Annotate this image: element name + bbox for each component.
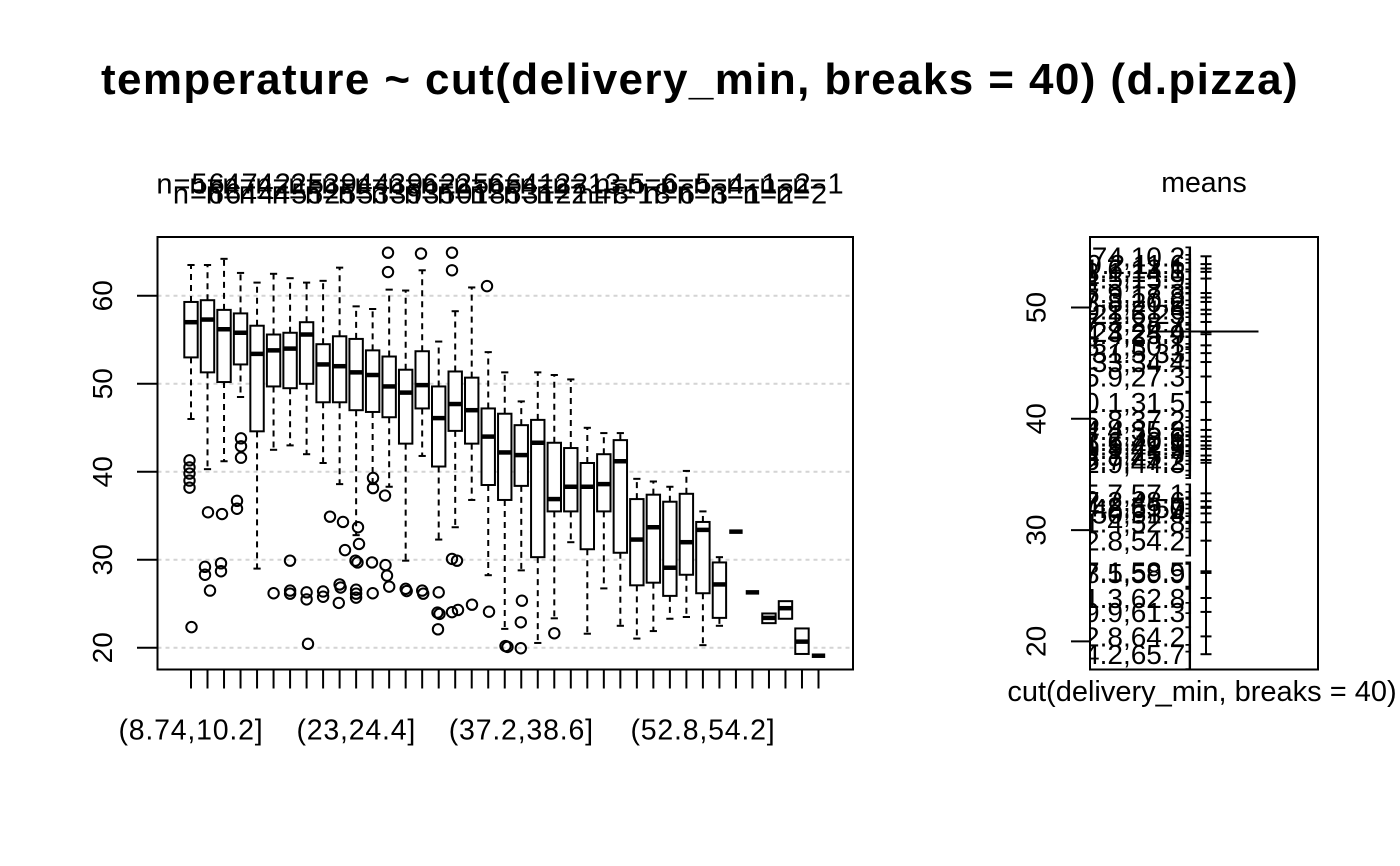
- svg-text:n=2: n=2: [743, 179, 795, 211]
- svg-text:n=42: n=42: [222, 169, 291, 201]
- svg-text:(64.2,65.7]: (64.2,65.7]: [1059, 639, 1193, 670]
- svg-text:(51.4,52.8]: (51.4,52.8]: [1059, 507, 1193, 538]
- svg-text:n=41: n=41: [487, 169, 556, 201]
- svg-text:(52.8,54.2]: (52.8,54.2]: [1059, 526, 1193, 557]
- svg-text:(62.8,64.2]: (62.8,64.2]: [1059, 621, 1193, 652]
- svg-text:n=39: n=39: [355, 169, 424, 201]
- svg-text:n=44: n=44: [206, 179, 275, 211]
- svg-text:n=4: n=4: [693, 169, 745, 201]
- svg-text:(55.7,57.1]: (55.7,57.1]: [1059, 478, 1193, 509]
- svg-text:(45.7,47.2]: (45.7,47.2]: [1059, 445, 1193, 476]
- svg-text:n=45: n=45: [239, 179, 308, 211]
- svg-text:n=93: n=93: [371, 179, 440, 211]
- svg-text:n=1: n=1: [710, 179, 762, 211]
- svg-text:(58.5,59.9]: (58.5,59.9]: [1059, 558, 1193, 589]
- svg-text:(8.74,10.2]: (8.74,10.2]: [1059, 241, 1193, 272]
- svg-text:(25.9,27.3]: (25.9,27.3]: [1059, 362, 1193, 393]
- svg-text:(35.8,37.2]: (35.8,37.2]: [1059, 405, 1193, 436]
- svg-text:20: 20: [1021, 626, 1052, 657]
- svg-text:n=3: n=3: [677, 179, 729, 211]
- svg-text:cut(delivery_min, breaks = 40): cut(delivery_min, breaks = 40): [1007, 676, 1396, 708]
- svg-text:(13.1,14.5]: (13.1,14.5]: [1059, 257, 1193, 288]
- svg-text:n=66: n=66: [173, 179, 242, 211]
- svg-text:(33,34.4]: (33,34.4]: [1082, 347, 1193, 378]
- svg-text:(31.5,33]: (31.5,33]: [1082, 338, 1193, 369]
- svg-text:50: 50: [87, 368, 118, 399]
- svg-text:n=1: n=1: [726, 169, 778, 201]
- svg-text:(34.4,35.8]: (34.4,35.8]: [1059, 415, 1193, 446]
- svg-text:n=47: n=47: [189, 169, 258, 201]
- svg-text:(37.2,38.6]: (37.2,38.6]: [449, 715, 594, 747]
- svg-text:n=21: n=21: [536, 179, 605, 211]
- svg-text:n=56: n=56: [156, 169, 225, 201]
- svg-text:(20.2,21.6]: (20.2,21.6]: [1059, 295, 1193, 326]
- svg-text:n=2: n=2: [759, 169, 811, 201]
- svg-text:n=62: n=62: [388, 169, 457, 201]
- svg-text:n=18: n=18: [602, 179, 671, 211]
- svg-text:(48.6,50]: (48.6,50]: [1082, 493, 1193, 524]
- svg-text:(8.74,10.2]: (8.74,10.2]: [118, 715, 263, 747]
- svg-text:n=25: n=25: [421, 169, 490, 201]
- svg-text:(23,24.4]: (23,24.4]: [296, 715, 416, 747]
- svg-text:n=39: n=39: [288, 169, 357, 201]
- svg-text:n=55: n=55: [305, 179, 374, 211]
- svg-text:40: 40: [87, 456, 118, 487]
- svg-text:30: 30: [87, 544, 118, 575]
- svg-text:(24.4,25.9]: (24.4,25.9]: [1059, 319, 1193, 350]
- svg-text:n=33: n=33: [338, 179, 407, 211]
- svg-text:n=53: n=53: [470, 179, 539, 211]
- svg-text:(21.6,23]: (21.6,23]: [1082, 299, 1193, 330]
- svg-text:(59.9,61.3]: (59.9,61.3]: [1059, 597, 1193, 628]
- svg-text:n=12: n=12: [503, 179, 572, 211]
- svg-text:n=13: n=13: [553, 169, 622, 201]
- svg-text:20: 20: [87, 632, 118, 663]
- svg-text:60: 60: [87, 280, 118, 311]
- svg-text:(27.3,28.7]: (27.3,28.7]: [1059, 307, 1193, 338]
- svg-text:(11.6,13.1]: (11.6,13.1]: [1061, 254, 1193, 285]
- svg-text:(61.3,62.8]: (61.3,62.8]: [1059, 583, 1193, 614]
- svg-text:(10.2,11.6]: (10.2,11.6]: [1061, 249, 1193, 280]
- svg-text:n=50: n=50: [404, 179, 473, 211]
- svg-text:n=25: n=25: [255, 169, 324, 201]
- svg-text:n=22: n=22: [520, 169, 589, 201]
- svg-text:n=44: n=44: [321, 169, 390, 201]
- svg-text:(17.3,18.8]: (17.3,18.8]: [1059, 282, 1193, 313]
- svg-text:n=2: n=2: [776, 179, 828, 211]
- svg-text:50: 50: [1021, 292, 1052, 323]
- svg-text:n=52: n=52: [272, 179, 341, 211]
- svg-text:(52.8,54.2]: (52.8,54.2]: [630, 715, 775, 747]
- svg-text:(14.5,15.9]: (14.5,15.9]: [1059, 264, 1193, 295]
- svg-text:(40.1,41.5]: (40.1,41.5]: [1059, 434, 1193, 465]
- svg-text:(28.7,30.1]: (28.7,30.1]: [1059, 330, 1193, 361]
- svg-text:n=66: n=66: [454, 169, 523, 201]
- svg-text:n=1: n=1: [792, 169, 844, 201]
- svg-text:(50,51.4]: (50,51.4]: [1082, 498, 1193, 529]
- svg-text:(37.2,38.6]: (37.2,38.6]: [1059, 422, 1193, 453]
- svg-text:n=6: n=6: [627, 169, 679, 201]
- svg-text:(42.9,44.3]: (42.9,44.3]: [1059, 448, 1193, 479]
- svg-text:(54.2,55.7]: (54.2,55.7]: [1059, 492, 1193, 523]
- svg-text:(18.8,20.2]: (18.8,20.2]: [1059, 287, 1193, 318]
- svg-text:(15.9,17.3]: (15.9,17.3]: [1059, 278, 1193, 309]
- svg-text:n=5: n=5: [660, 169, 712, 201]
- svg-text:(47.2,48.6]: (47.2,48.6]: [1059, 486, 1193, 517]
- svg-text:(57.1,58.5]: (57.1,58.5]: [1059, 556, 1193, 587]
- svg-text:means: means: [1161, 167, 1247, 199]
- svg-text:n=5: n=5: [594, 169, 646, 201]
- svg-text:(44.3,45.7]: (44.3,45.7]: [1059, 441, 1193, 472]
- svg-text:n=6: n=6: [644, 179, 696, 211]
- svg-text:30: 30: [1021, 515, 1052, 546]
- svg-text:40: 40: [1021, 403, 1052, 434]
- svg-text:n=18: n=18: [437, 179, 506, 211]
- svg-text:temperature ~ cut(delivery_min: temperature ~ cut(delivery_min, breaks =…: [101, 55, 1299, 104]
- svg-text:(38.6,40.1]: (38.6,40.1]: [1059, 426, 1193, 457]
- svg-text:n=8: n=8: [578, 179, 630, 211]
- svg-text:(30.1,31.5]: (30.1,31.5]: [1059, 387, 1193, 418]
- svg-text:(41.5,42.9]: (41.5,42.9]: [1059, 431, 1193, 462]
